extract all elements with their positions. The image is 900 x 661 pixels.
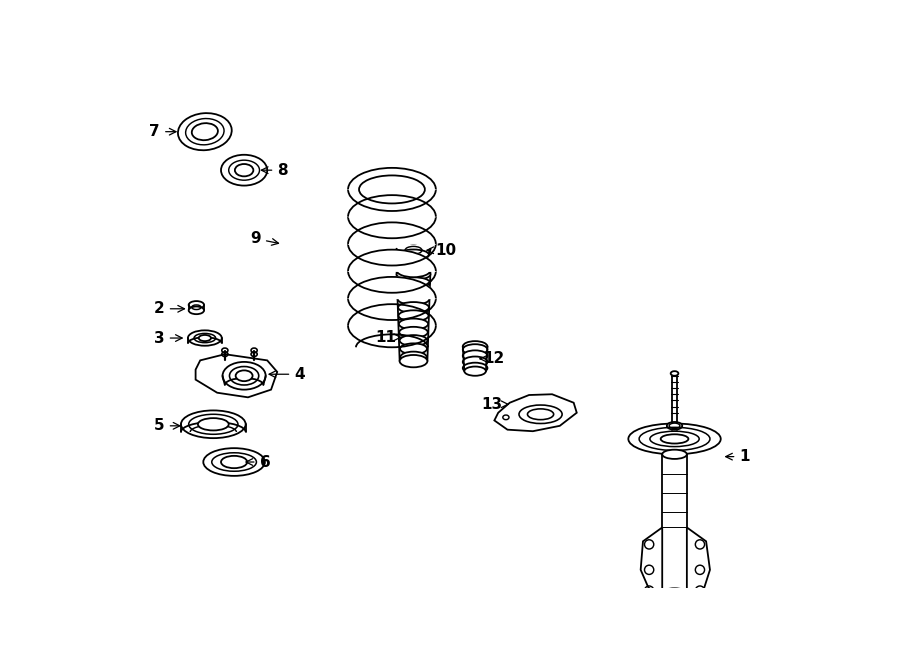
- Ellipse shape: [409, 238, 419, 244]
- Polygon shape: [348, 222, 436, 244]
- Ellipse shape: [222, 362, 266, 389]
- Ellipse shape: [198, 418, 229, 430]
- Ellipse shape: [221, 456, 248, 468]
- Polygon shape: [662, 454, 687, 527]
- Text: 3: 3: [154, 330, 182, 346]
- Ellipse shape: [670, 371, 679, 375]
- Ellipse shape: [398, 249, 429, 260]
- Ellipse shape: [397, 263, 430, 277]
- Ellipse shape: [463, 356, 488, 368]
- Text: 13: 13: [482, 397, 508, 412]
- Polygon shape: [687, 527, 710, 597]
- Ellipse shape: [397, 277, 430, 288]
- Text: 12: 12: [481, 352, 505, 366]
- Ellipse shape: [399, 319, 428, 329]
- Polygon shape: [348, 277, 436, 299]
- Ellipse shape: [397, 286, 429, 296]
- Ellipse shape: [189, 307, 204, 314]
- Text: 8: 8: [261, 163, 288, 178]
- Ellipse shape: [463, 350, 488, 361]
- Ellipse shape: [463, 344, 488, 355]
- Ellipse shape: [399, 310, 428, 321]
- Ellipse shape: [400, 327, 428, 338]
- Ellipse shape: [221, 155, 267, 186]
- Polygon shape: [494, 394, 577, 431]
- Text: 11: 11: [375, 330, 401, 345]
- Ellipse shape: [662, 449, 687, 459]
- Ellipse shape: [400, 355, 428, 368]
- Text: 10: 10: [427, 243, 456, 258]
- Polygon shape: [641, 527, 662, 595]
- Ellipse shape: [628, 424, 721, 454]
- Ellipse shape: [235, 164, 254, 176]
- Polygon shape: [348, 168, 436, 190]
- Ellipse shape: [203, 448, 265, 476]
- Ellipse shape: [188, 330, 221, 346]
- Polygon shape: [348, 250, 436, 271]
- Ellipse shape: [662, 588, 687, 598]
- Ellipse shape: [178, 113, 231, 150]
- Text: 4: 4: [269, 367, 305, 382]
- Ellipse shape: [398, 302, 429, 313]
- Ellipse shape: [464, 367, 486, 375]
- Ellipse shape: [463, 363, 488, 373]
- Text: 6: 6: [246, 455, 270, 469]
- Polygon shape: [348, 195, 436, 217]
- Text: 1: 1: [725, 449, 750, 464]
- Ellipse shape: [181, 410, 246, 438]
- Ellipse shape: [397, 269, 430, 280]
- Text: 2: 2: [154, 301, 184, 316]
- Ellipse shape: [667, 422, 682, 430]
- Text: 9: 9: [250, 231, 278, 246]
- Ellipse shape: [199, 335, 211, 341]
- Ellipse shape: [400, 335, 428, 346]
- Ellipse shape: [189, 301, 204, 309]
- Ellipse shape: [236, 370, 253, 381]
- Ellipse shape: [400, 352, 427, 362]
- Ellipse shape: [192, 123, 218, 140]
- Polygon shape: [195, 354, 277, 397]
- Text: 5: 5: [154, 418, 180, 434]
- Ellipse shape: [661, 434, 688, 444]
- Ellipse shape: [463, 341, 488, 352]
- Ellipse shape: [398, 293, 429, 305]
- Text: 7: 7: [149, 124, 176, 139]
- Ellipse shape: [400, 343, 427, 354]
